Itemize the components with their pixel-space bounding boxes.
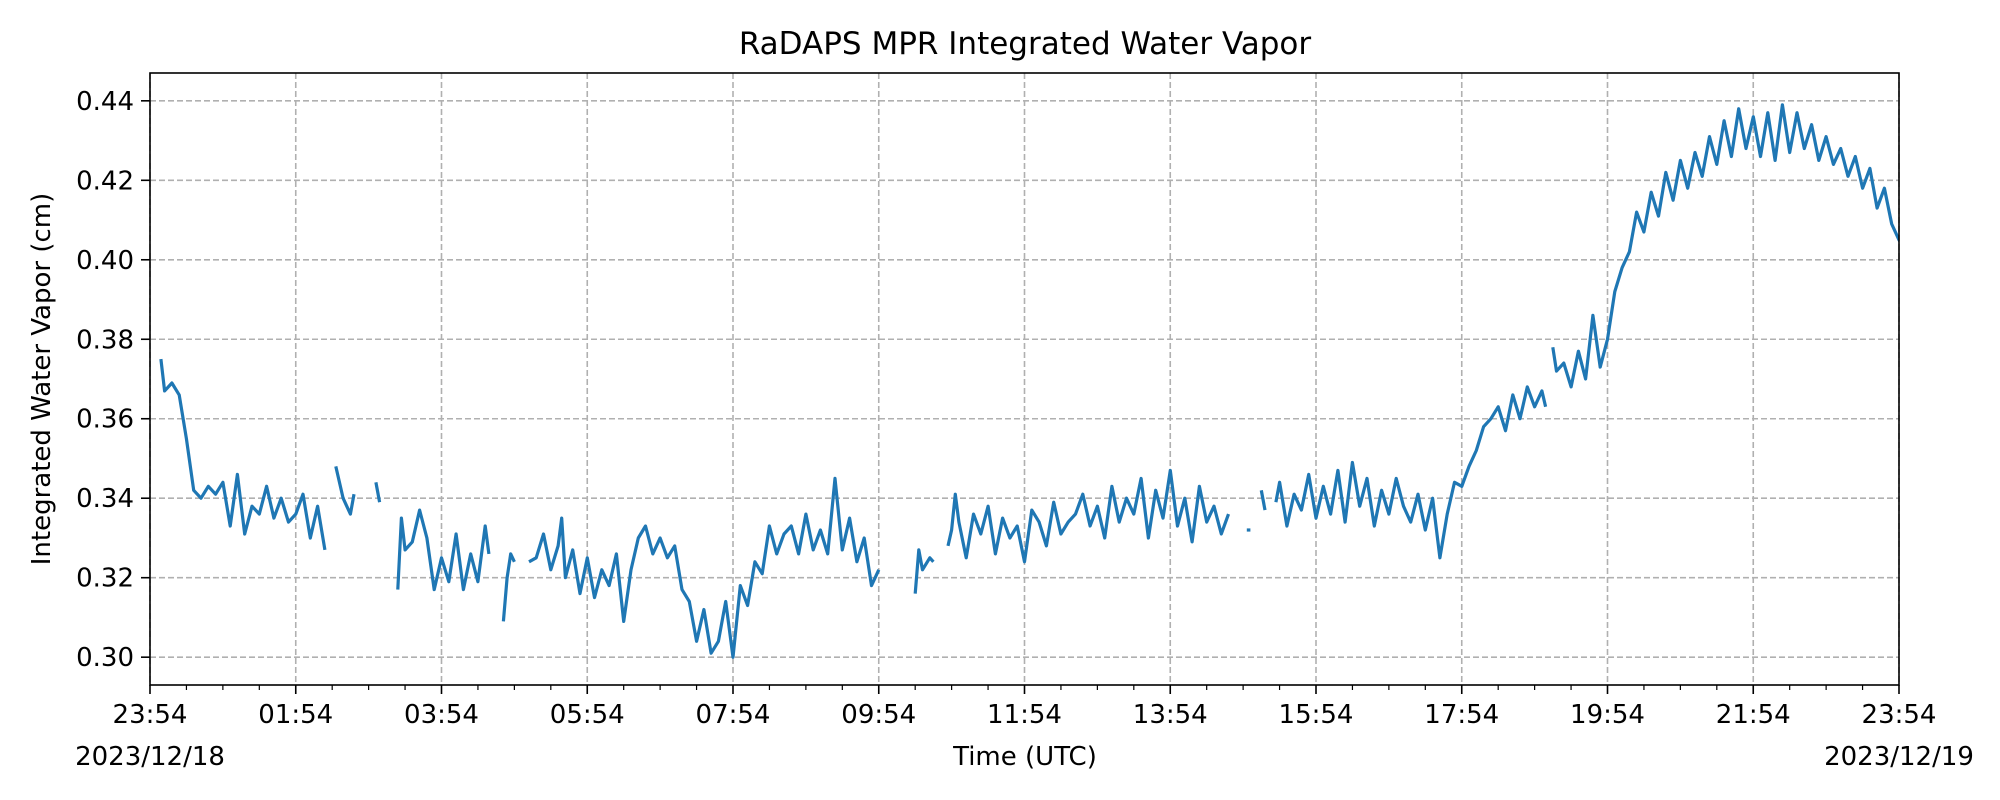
plot-frame [149, 72, 1900, 686]
y-tick-label: 0.30 [76, 643, 134, 673]
x-axis-ticks: 23:54 01:54 03:54 05:54 07:54 09:54 11:54 13:54… [113, 685, 1937, 730]
x-end-date-label: 2023/12/19 [1824, 742, 1974, 772]
x-start-date-label: 2023/12/18 [75, 742, 225, 772]
chart-title: RaDAPS MPR Integrated Water Vapor [739, 26, 1312, 62]
series-line-segment [159, 358, 327, 551]
grid-lines [149, 73, 1900, 685]
y-tick-label: 0.34 [76, 484, 134, 514]
x-tick-label: 19:54 [1570, 700, 1645, 730]
series-line-segment [1274, 385, 1548, 560]
x-tick-label: 05:54 [550, 700, 625, 730]
y-axis-label: Integrated Water Vapor (cm) [27, 193, 57, 566]
series-line-segment [1551, 103, 1899, 389]
x-tick-label: 17:54 [1424, 700, 1499, 730]
y-tick-label: 0.44 [76, 87, 134, 117]
x-tick-label: 01:54 [258, 700, 333, 730]
series-line-segment [1259, 490, 1267, 511]
series-line-segment [946, 468, 1231, 564]
x-tick-label: 11:54 [987, 700, 1062, 730]
x-tick-label: 23:54 [113, 700, 188, 730]
y-tick-label: 0.38 [76, 325, 134, 355]
series-line-segment [528, 476, 881, 659]
series-line-segment [396, 508, 491, 592]
y-axis-ticks: 0.30 0.32 0.34 0.36 0.38 0.40 0.42 0.44 [76, 87, 150, 673]
x-tick-label: 13:54 [1133, 700, 1208, 730]
series-line [159, 103, 1899, 659]
series-line-segment [334, 466, 356, 516]
series-line-segment [374, 482, 382, 503]
y-tick-label: 0.32 [76, 564, 134, 594]
y-tick-label: 0.36 [76, 405, 134, 435]
series-line-segment [913, 548, 935, 594]
x-tick-label: 07:54 [696, 700, 771, 730]
series-line-segment [501, 552, 516, 622]
x-tick-label: 23:54 [1862, 700, 1937, 730]
x-tick-label: 03:54 [404, 700, 479, 730]
x-tick-label: 15:54 [1279, 700, 1354, 730]
x-tick-label: 21:54 [1716, 700, 1791, 730]
y-tick-label: 0.42 [76, 166, 134, 196]
x-tick-label: 09:54 [841, 700, 916, 730]
y-tick-label: 0.40 [76, 246, 134, 276]
x-axis-label: Time (UTC) [952, 742, 1097, 772]
